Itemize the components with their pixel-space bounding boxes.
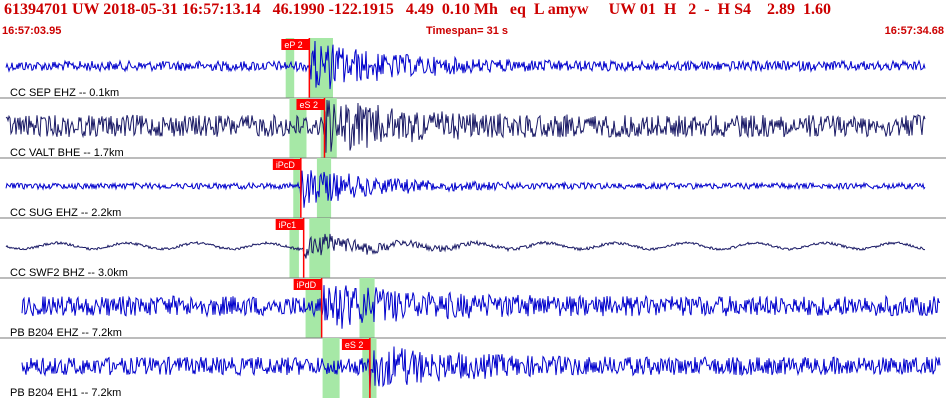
- pick-label: eS 2: [345, 340, 364, 350]
- trace-row[interactable]: eS 2 CC VALT BHE -- 1.7km: [0, 98, 946, 159]
- station-label: CC SUG EHZ -- 2.2km: [10, 207, 121, 219]
- pick-flag[interactable]: [281, 39, 310, 50]
- end-time-label: 16:57:34.68: [884, 25, 944, 37]
- pick-window: [309, 218, 331, 278]
- pick-flag[interactable]: [296, 99, 325, 110]
- pick-flag[interactable]: [341, 339, 370, 350]
- trace-row[interactable]: iPdD PB B204 EHZ -- 7.2km: [0, 278, 946, 339]
- pick-label: eS 2: [299, 100, 318, 110]
- pick-window: [293, 158, 300, 218]
- seismogram-panel[interactable]: eP 2 CC SEP EHZ -- 0.1km eS 2 CC VALT BHE -…: [0, 38, 946, 400]
- waveform: [21, 346, 941, 390]
- pick-label: iPcD: [276, 160, 296, 170]
- record-header: 61394701 UW 2018-05-31 16:57:13.14 46.19…: [0, 0, 946, 24]
- pick-window: [289, 98, 307, 158]
- timespan-label: Timespan= 31 s: [426, 25, 509, 37]
- trace-row[interactable]: eP 2 CC SEP EHZ -- 0.1km: [0, 38, 946, 99]
- pick-label: iPdD: [297, 280, 317, 290]
- trace-row[interactable]: iPc1 CC SWF2 BHZ -- 3.0km: [0, 218, 946, 279]
- pick-label: eP 2: [284, 40, 302, 50]
- waveform: [5, 170, 926, 208]
- waveform: [5, 99, 926, 153]
- pick-window: [316, 158, 332, 218]
- waveform: [21, 285, 941, 329]
- pick-flag[interactable]: [272, 159, 301, 170]
- station-label: CC VALT BHE -- 1.7km: [10, 147, 124, 159]
- event-info-title: 61394701 UW 2018-05-31 16:57:13.14 46.19…: [4, 1, 831, 18]
- station-label: PB B204 EH1 -- 7.2km: [10, 387, 121, 399]
- pick-label: iPc1: [279, 220, 297, 230]
- trace-row[interactable]: iPcD CC SUG EHZ -- 2.2km: [0, 158, 946, 219]
- pick-window: [305, 278, 322, 338]
- waveform: [5, 233, 926, 259]
- pick-flag[interactable]: [275, 219, 304, 230]
- trace-row[interactable]: eS 2 PB B204 EH1 -- 7.2km: [10, 338, 941, 399]
- pick-window: [289, 218, 299, 278]
- waveform: [5, 40, 926, 90]
- pick-window: [285, 38, 295, 98]
- pick-flag[interactable]: [293, 279, 322, 290]
- station-label: CC SWF2 BHZ -- 3.0km: [10, 267, 128, 279]
- start-time-label: 16:57:03.95: [2, 25, 62, 37]
- station-label: PB B204 EHZ -- 7.2km: [10, 327, 122, 339]
- station-label: CC SEP EHZ -- 0.1km: [10, 87, 119, 99]
